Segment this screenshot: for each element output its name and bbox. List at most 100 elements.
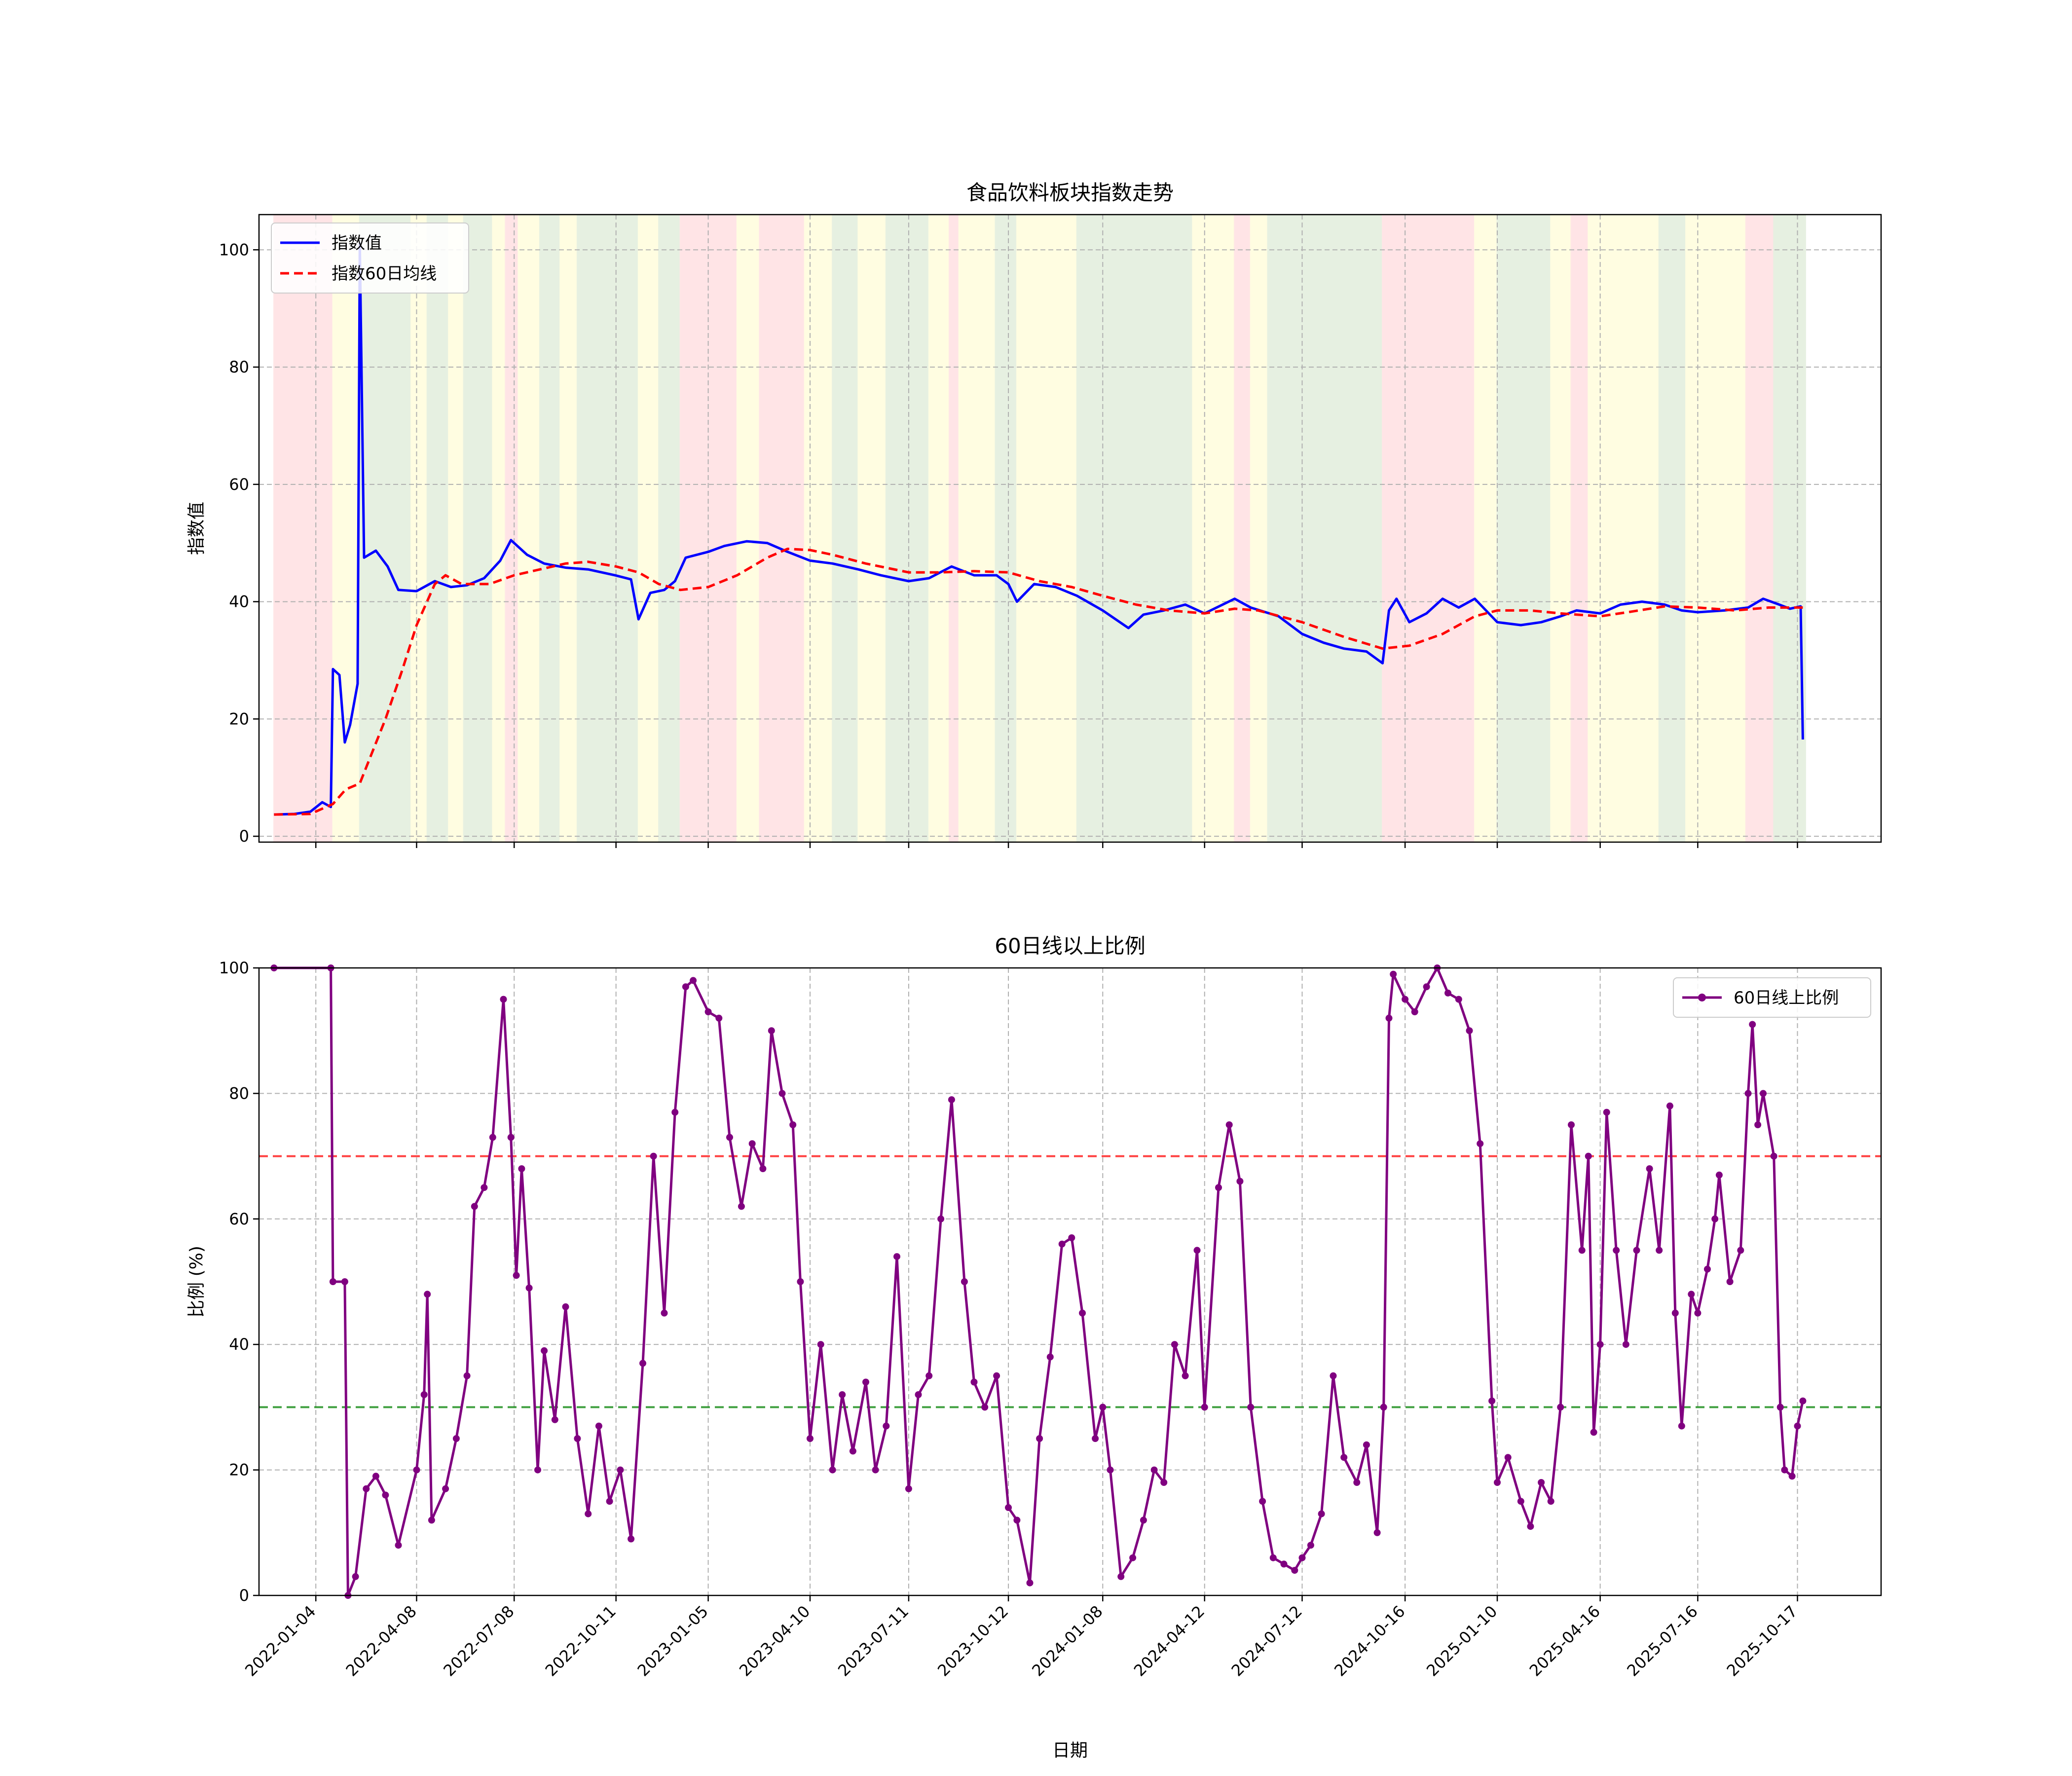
ratio-point <box>925 1372 933 1379</box>
ratio-point <box>372 1473 379 1480</box>
ratio-point <box>738 1203 745 1210</box>
ratio-point <box>1477 1140 1484 1147</box>
signal-band-yellow <box>638 215 659 842</box>
ratio-point <box>1538 1479 1545 1486</box>
signal-band-yellow <box>737 215 760 842</box>
ratio-point <box>420 1391 428 1398</box>
ratio-point <box>489 1134 496 1141</box>
ratio-point <box>639 1360 646 1367</box>
ratio-point <box>1444 989 1451 997</box>
ratio-point <box>1776 1404 1784 1411</box>
index-ma60-line <box>274 548 1803 816</box>
signal-band-yellow <box>1017 215 1077 842</box>
signal-band-red <box>1571 215 1589 842</box>
signal-band-yellow <box>411 215 428 842</box>
ratio-point <box>1291 1567 1298 1574</box>
ratio-point <box>1259 1498 1266 1505</box>
ratio-point <box>937 1215 945 1222</box>
axis-ticks: 0 20 40 60 80 100 <box>219 240 1798 848</box>
ratio-point <box>413 1466 420 1474</box>
ratio-point <box>471 1203 478 1210</box>
ratio-point <box>525 1284 533 1292</box>
ratio-point <box>551 1416 558 1423</box>
ratio-point <box>1092 1435 1099 1442</box>
series-lines <box>274 242 1804 816</box>
chart-title: 60日线以上比例 <box>995 934 1145 958</box>
ratio-point <box>1646 1165 1653 1172</box>
signal-band-yellow <box>560 215 578 842</box>
ratio-point <box>1160 1479 1168 1486</box>
ratio-point <box>905 1485 912 1492</box>
ratio-point <box>481 1184 488 1191</box>
ratio-point <box>1117 1573 1125 1580</box>
ratio-point <box>1005 1504 1012 1511</box>
ratio-point <box>993 1372 1000 1379</box>
ratio-point <box>1182 1372 1189 1379</box>
ratio-point <box>797 1278 804 1285</box>
ratio-point <box>1411 1008 1418 1015</box>
ratio-point <box>1494 1479 1501 1486</box>
legend-box <box>271 222 469 294</box>
ratio-point <box>507 1134 515 1141</box>
ratio-point <box>1656 1247 1663 1254</box>
y-tick-label: 100 <box>219 959 249 977</box>
signal-band-green <box>659 215 681 842</box>
signal-band-green <box>360 215 411 842</box>
legend-label: 指数值 <box>332 233 382 253</box>
ratio-point <box>1140 1517 1147 1524</box>
ratio-point <box>1099 1404 1107 1411</box>
ratio-point <box>768 1027 775 1035</box>
y-axis-label: 指数值 <box>186 502 207 555</box>
ratio-point <box>1036 1435 1043 1442</box>
ratio-point <box>970 1378 978 1386</box>
signal-band-yellow <box>1192 215 1235 842</box>
ratio-point <box>715 1014 723 1022</box>
ratio-point <box>1466 1027 1473 1035</box>
ratio-point <box>1171 1341 1178 1348</box>
ratio-point <box>1402 996 1409 1003</box>
ratio-point <box>518 1165 525 1172</box>
signal-band-green <box>464 215 493 842</box>
ratio-point <box>1068 1234 1075 1241</box>
ratio-point <box>759 1165 767 1172</box>
ratio-point <box>352 1573 359 1580</box>
ratio-point <box>849 1447 856 1455</box>
signal-band-red <box>274 215 333 842</box>
ratio-point <box>1590 1429 1597 1436</box>
y-tick-label: 20 <box>229 709 249 728</box>
ratio-point <box>617 1466 624 1474</box>
ratio-point <box>428 1517 435 1524</box>
legend-marker <box>1698 994 1706 1001</box>
plot-frame <box>258 967 1882 1596</box>
ratio-point <box>1079 1309 1086 1317</box>
ratio-point <box>1107 1466 1114 1474</box>
signal-band-yellow <box>1551 215 1571 842</box>
legend: 60日线上比例 <box>1673 977 1871 1018</box>
ratio-point <box>1385 1014 1393 1022</box>
ratio-point <box>534 1466 541 1474</box>
y-tick-label: 0 <box>239 1586 249 1605</box>
signal-band-yellow <box>929 215 950 842</box>
ratio-point <box>1781 1466 1788 1474</box>
ratio-point <box>1694 1309 1702 1317</box>
ratio-point <box>1129 1554 1137 1561</box>
index-value-line <box>274 242 1804 816</box>
ratio-point <box>463 1372 471 1379</box>
y-tick-label: 0 <box>239 827 249 846</box>
ratio-point <box>442 1485 449 1492</box>
ratio-point <box>1318 1510 1325 1517</box>
ratio-point <box>1527 1523 1534 1530</box>
ratio-point <box>862 1378 869 1386</box>
y-tick-label: 60 <box>229 1210 249 1228</box>
signal-band-green <box>577 215 639 842</box>
signal-band-yellow <box>448 215 464 842</box>
ratio-point <box>704 1008 712 1015</box>
y-tick-label: 80 <box>229 1084 249 1103</box>
signal-band-green <box>1077 215 1193 842</box>
signal-band-green <box>1267 215 1383 842</box>
ratio-point <box>1633 1247 1640 1254</box>
ratio-point <box>1363 1441 1370 1448</box>
ratio-point <box>452 1435 460 1442</box>
signal-band-yellow <box>1588 215 1660 842</box>
